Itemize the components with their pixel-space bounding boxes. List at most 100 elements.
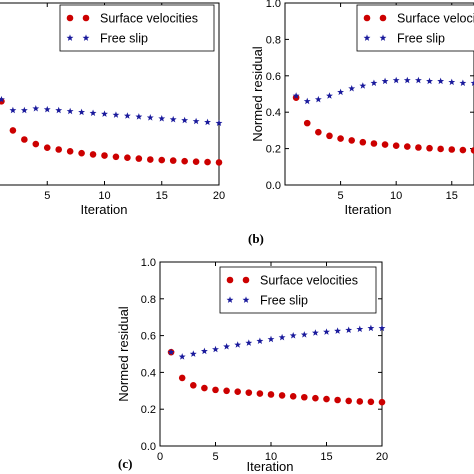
data-point-star [356,325,364,333]
y-tick-label: 0.8 [141,294,156,306]
data-point-circle [190,381,197,389]
legend-frame [219,266,377,314]
data-point-star [123,112,131,119]
data-point-circle [32,140,40,148]
data-point-star [326,92,333,99]
data-point-star [345,326,353,333]
data-point-star [78,108,86,116]
data-point-star [448,78,456,86]
data-point-circle [381,141,389,148]
legend-frame [356,4,474,52]
series-surface-velocities [167,348,386,406]
data-point-circle [9,127,17,134]
data-point-star [200,347,208,355]
data-point-star [223,343,231,350]
data-point-star [189,350,197,357]
panel-label: (c) [118,456,132,471]
data-point-circle [392,142,400,149]
x-tick-label: 15 [446,190,458,202]
x-tick-label: 10 [390,190,402,202]
data-point-star [292,92,300,99]
data-point-circle [169,157,177,164]
data-point-circle [348,137,356,144]
series-free-slip [167,324,386,360]
data-point-circle [459,146,467,154]
data-point-circle [367,398,375,406]
data-point-star [32,104,40,112]
legend-frame [59,4,215,52]
data-point-star [459,79,467,86]
data-point-star [403,76,411,84]
data-point-circle [215,159,223,166]
y-tick-label: 0.0 [266,180,281,192]
data-point-star [234,341,242,348]
y-tick-label: 0.0 [141,441,156,453]
data-point-star [359,82,367,89]
panel-label: (b) [248,231,264,246]
data-point-circle [345,397,353,405]
data-point-star [181,116,189,124]
data-point-star [334,327,342,334]
data-point-circle [370,140,378,147]
data-point-star [367,324,375,332]
legend: Surface velocities Free slip [219,266,377,314]
data-point-star [112,111,120,118]
data-point-star [20,106,28,114]
data-point-star [337,88,345,96]
data-point-circle [278,392,286,399]
data-point-circle [212,386,219,394]
data-point-star [192,117,200,125]
data-point-star [169,115,177,123]
data-point-star [426,77,433,85]
legend-marker [379,34,387,41]
legend-marker [82,14,90,22]
data-point-circle [55,146,62,153]
data-point-circle [101,152,108,159]
x-tick-label: 20 [376,451,388,463]
data-point-circle [158,156,166,164]
y-tick-label: 0.6 [141,331,156,343]
data-point-circle [303,119,311,127]
data-point-circle [43,144,51,151]
series-surface-velocities [292,94,474,154]
x-tick-label: 15 [156,190,168,202]
data-point-star [323,328,330,335]
data-point-star [55,106,63,114]
legend-marker [226,296,234,303]
legend-entry-label: Surface velocities [100,12,198,26]
x-tick-label: 10 [265,451,277,463]
data-point-star [378,324,386,332]
data-point-star [267,335,275,343]
legend-marker [242,276,250,284]
legend-entry-label: Surface velocities [260,274,358,288]
data-point-circle [135,155,143,162]
x-tick-label: 5 [338,190,344,202]
legend-marker [363,34,371,41]
x-tick-label: 5 [44,190,50,202]
data-point-star [311,329,319,336]
legend-marker [226,276,234,284]
data-point-star [9,106,17,114]
data-point-circle [124,154,131,161]
legend-marker [66,34,74,41]
legend-marker [66,14,74,22]
x-axis-label: Iteration [247,459,294,474]
legend-entry-label: Free slip [260,294,308,308]
data-point-star [146,114,154,121]
data-point-circle [378,398,386,406]
data-point-star [414,76,422,84]
data-point-star [381,77,389,85]
x-tick-label: 10 [98,190,110,202]
data-point-star [215,119,223,127]
data-point-circle [426,144,433,152]
data-point-circle [21,136,28,143]
data-point-star [43,105,51,113]
data-point-circle [470,147,474,154]
y-tick-label: 0.4 [266,107,281,119]
data-point-circle [289,393,297,400]
data-point-star [204,118,211,126]
y-tick-label: 0.2 [266,144,281,156]
data-point-circle [359,138,367,146]
data-point-star [66,107,74,115]
